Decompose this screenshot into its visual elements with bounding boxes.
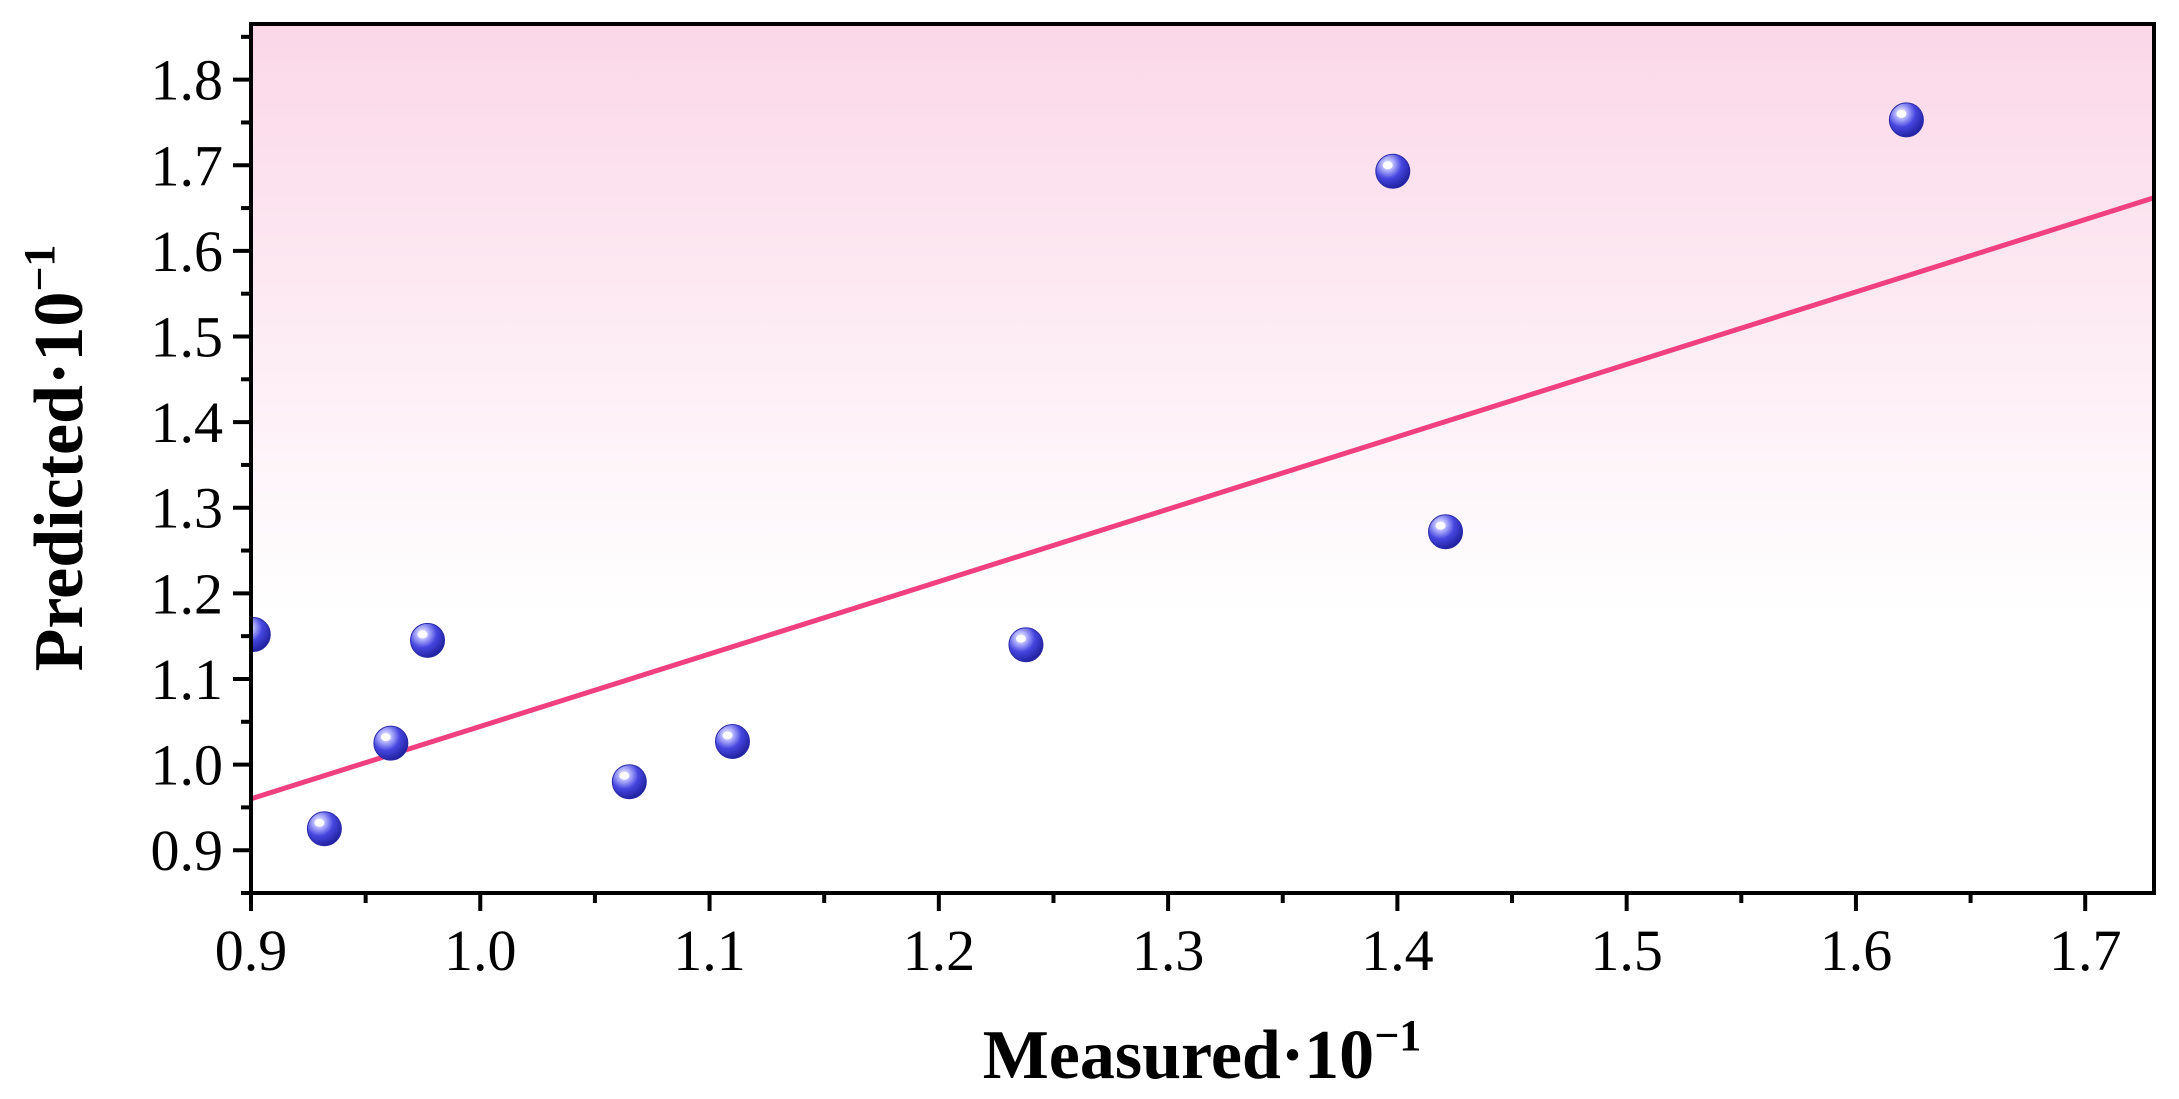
y-tick-label: 1.5 — [151, 304, 224, 369]
x-tick-label: 0.9 — [215, 918, 288, 983]
axes — [249, 22, 2156, 895]
data-point — [410, 622, 446, 658]
plot-frame — [249, 22, 2156, 895]
y-axis-ticks: 0.9 1.0 1.1 1.2 1.3 1.4 1.5 1.6 1.7 1.8 — [151, 34, 251, 895]
data-point — [1888, 102, 1924, 138]
y-tick-label: 1.1 — [151, 647, 224, 712]
x-tick-label: 1.7 — [2049, 918, 2122, 983]
x-tick-label: 1.1 — [673, 918, 746, 983]
y-tick-label: 1.7 — [151, 133, 224, 198]
y-tick-label: 1.4 — [151, 390, 224, 455]
data-point — [373, 725, 409, 761]
data-point — [1428, 514, 1464, 550]
fit-line-layer — [251, 195, 2154, 802]
y-tick-label: 0.9 — [151, 818, 224, 883]
y-tick-label: 1.3 — [151, 476, 224, 541]
data-point — [1375, 153, 1411, 189]
x-tick-label: 1.3 — [1132, 918, 1205, 983]
x-tick-label: 1.0 — [444, 918, 517, 983]
data-point — [1008, 627, 1044, 663]
data-point — [306, 811, 342, 847]
y-axis-title: Predicted·10−1 — [15, 245, 98, 672]
x-axis-title: Measured·10−1 — [983, 1011, 1422, 1094]
data-point — [714, 723, 750, 759]
x-tick-label: 1.4 — [1361, 918, 1434, 983]
fit-line — [251, 195, 2154, 802]
x-tick-label: 1.2 — [903, 918, 976, 983]
plot-background — [251, 24, 2154, 893]
data-point — [611, 764, 647, 800]
y-tick-label: 1.8 — [151, 48, 224, 113]
x-tick-label: 1.5 — [1590, 918, 1663, 983]
y-tick-label: 1.0 — [151, 733, 224, 798]
x-tick-label: 1.6 — [1820, 918, 1893, 983]
x-axis-ticks: 0.9 1.0 1.1 1.2 1.3 1.4 1.5 1.6 1.7 — [215, 893, 2122, 983]
y-tick-label: 1.2 — [151, 561, 224, 626]
y-tick-label: 1.6 — [151, 219, 224, 284]
points-layer — [251, 102, 1924, 847]
